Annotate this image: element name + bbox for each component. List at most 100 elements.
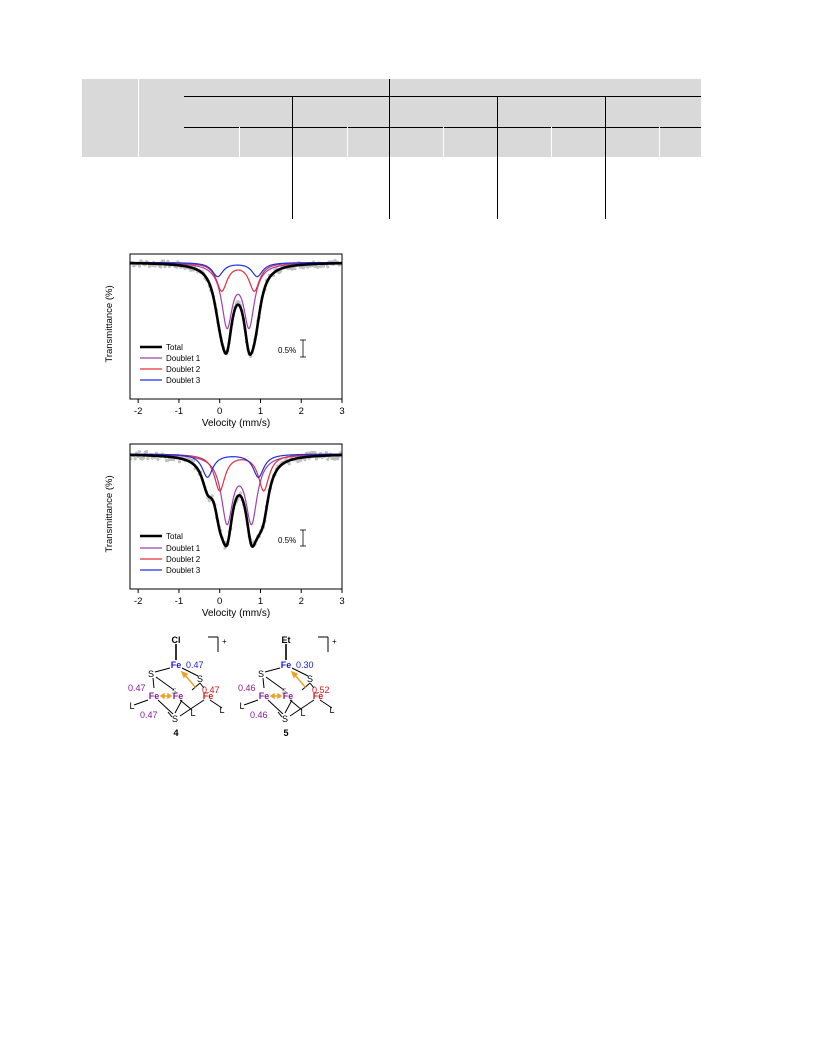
table-header-divider <box>659 127 660 157</box>
data-point <box>303 458 307 462</box>
value-right: 0.52 <box>312 685 330 695</box>
scale-bar-label: 0.5% <box>278 346 296 355</box>
ligand-middle: L <box>190 708 195 718</box>
data-point <box>142 456 146 460</box>
table-header-divider <box>389 79 390 96</box>
fe-left: Fe <box>259 691 270 701</box>
value-right: 0.47 <box>202 685 220 695</box>
table-header-band <box>82 79 701 157</box>
data-point <box>296 460 300 464</box>
series-line-doublet-3 <box>130 453 342 478</box>
table-body-divider <box>389 157 390 219</box>
y-axis-label: Transmittance (%) <box>104 475 115 552</box>
data-point <box>293 267 297 271</box>
data-point <box>326 265 330 269</box>
table-header-divider <box>389 96 390 127</box>
table-header-divider <box>551 127 552 157</box>
fe-middle: Fe <box>283 691 294 701</box>
x-axis-label: Velocity (mm/s) <box>202 418 270 429</box>
data-point <box>159 265 163 269</box>
table-header-divider <box>138 79 139 157</box>
legend-label-doublet-3: Doublet 3 <box>166 566 201 575</box>
bonds <box>243 644 333 718</box>
scale-bar-label: 0.5% <box>278 536 296 545</box>
charge-label: + <box>332 637 337 646</box>
arrow-horizontal-icon <box>269 692 283 700</box>
value-bottom: 0.46 <box>250 710 268 720</box>
sulfur-bottom: S <box>282 714 288 724</box>
data-point <box>316 265 320 269</box>
x-tick-label: 1 <box>258 596 263 607</box>
arrow-diagonal-icon <box>180 670 197 689</box>
table-header-rule <box>184 127 701 128</box>
table-header-rule <box>184 96 701 97</box>
cluster-structure-4: + Cl Fe 0.47 S S S 0.47 Fe Fe Fe 0.47 L … <box>128 635 227 738</box>
series-line-doublet-3 <box>130 261 342 278</box>
legend-label-doublet-3: Doublet 3 <box>166 376 201 385</box>
legend-label-doublet-2: Doublet 2 <box>166 365 201 374</box>
x-tick-label: -1 <box>175 406 183 417</box>
chart-marks: -2 -1 0 1 2 3 <box>129 258 345 417</box>
scale-bar: 0.5% <box>278 339 306 358</box>
legend-label-total: Total <box>166 343 183 352</box>
data-point <box>192 459 196 463</box>
table-body-divider <box>605 157 606 219</box>
series-line-doublet-2 <box>129 453 342 492</box>
data-point <box>336 457 340 461</box>
data-point <box>321 264 326 268</box>
data-point <box>177 460 181 464</box>
data-point <box>162 259 166 263</box>
sulfur-right: S <box>197 674 203 684</box>
fe-right: Fe <box>203 691 214 701</box>
arrow-diagonal-icon <box>290 670 307 689</box>
data-point <box>137 264 141 268</box>
legend-label-total: Total <box>166 532 183 541</box>
x-tick-label: 0 <box>217 406 222 417</box>
data-point <box>147 264 151 268</box>
legend: Total Doublet 1 Doublet 2 Doublet 3 <box>140 343 201 385</box>
charge-label: + <box>222 637 227 646</box>
x-tick-label: 3 <box>339 596 344 607</box>
series-line-doublet-1 <box>130 262 343 330</box>
apex-ligand: Cl <box>172 635 181 645</box>
table-header-divider <box>292 127 293 157</box>
data-point <box>314 457 318 461</box>
x-tick-label: 0 <box>217 596 222 607</box>
data-point <box>313 450 317 454</box>
table-header-divider <box>443 127 444 157</box>
table-header-divider <box>347 127 348 157</box>
value-left: 0.46 <box>238 683 256 693</box>
data-point <box>324 450 328 455</box>
ligand-left: L <box>239 701 244 711</box>
ligand-right: L <box>219 705 224 715</box>
table-header-divider <box>497 96 498 127</box>
series-line-doublet-1 <box>129 453 343 526</box>
data-point <box>146 456 150 461</box>
x-tick-label: -2 <box>134 596 142 607</box>
series-line-total <box>129 453 343 549</box>
table-header-divider <box>497 127 498 157</box>
data-point <box>133 457 137 461</box>
table-header-divider <box>605 96 606 127</box>
table-header-divider <box>292 96 293 127</box>
legend-label-doublet-1: Doublet 1 <box>166 354 201 363</box>
table-body-divider <box>292 157 293 219</box>
legend: Total Doublet 1 Doublet 2 Doublet 3 <box>140 532 201 575</box>
table-body-divider <box>497 157 498 219</box>
charge-bracket <box>318 636 329 652</box>
table-header-divider <box>605 127 606 157</box>
data-point <box>326 457 330 461</box>
legend-label-doublet-2: Doublet 2 <box>166 555 201 564</box>
cluster-structure-5: + Et Fe 0.30 S S S 0.46 Fe Fe Fe 0.52 L … <box>238 635 337 738</box>
ligand-left: L <box>129 701 134 711</box>
scale-bar: 0.5% <box>278 529 306 547</box>
charge-bracket <box>208 636 219 652</box>
compound-label: 5 <box>283 728 288 738</box>
sulfur-back: S <box>281 687 286 696</box>
ligand-right: L <box>329 705 334 715</box>
x-tick-label: 3 <box>339 406 344 417</box>
series-line-total <box>130 261 343 357</box>
x-tick-label: 1 <box>258 406 263 417</box>
apex-ligand: Et <box>282 635 291 645</box>
data-point <box>137 449 141 454</box>
